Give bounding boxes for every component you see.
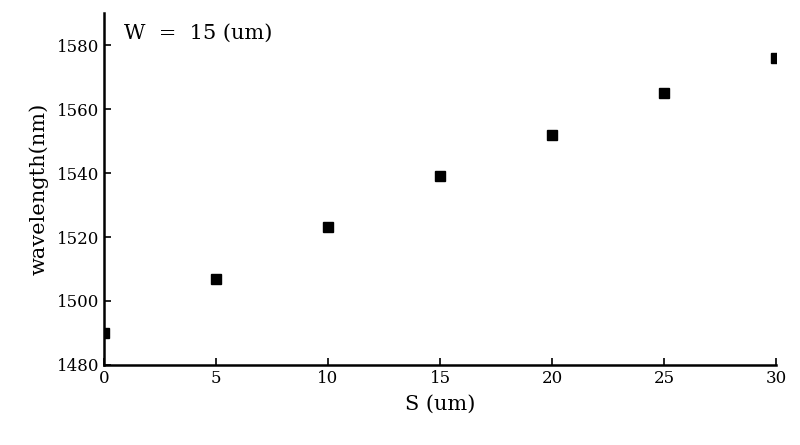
Y-axis label: wavelength(nm): wavelength(nm) — [29, 103, 48, 275]
X-axis label: S (um): S (um) — [405, 395, 475, 414]
Text: W  =  15 (um): W = 15 (um) — [124, 24, 273, 43]
